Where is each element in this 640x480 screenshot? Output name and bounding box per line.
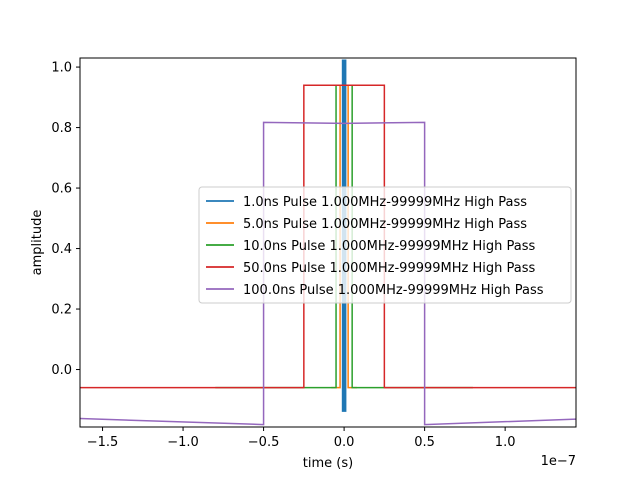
legend-entry-label: 1.0ns Pulse 1.000MHz-99999MHz High Pass: [243, 195, 527, 210]
x-axis: −1.5 −1.0 −0.5 0.0 0.5 1.0: [87, 427, 516, 450]
legend-box: [198, 186, 572, 304]
y-axis-label: amplitude: [30, 210, 45, 276]
x-tick-label: 0.5: [414, 435, 435, 450]
y-tick-label: 0.2: [51, 303, 72, 318]
x-tick-label: 0.0: [334, 435, 355, 450]
x-axis-label: time (s): [303, 456, 353, 471]
y-axis: 0.0 0.2 0.4 0.6 0.8 1.0: [51, 61, 80, 378]
legend-entry-label: 100.0ns Pulse 1.000MHz-99999MHz High Pas…: [243, 283, 544, 298]
x-axis-offset-label: 1e−7: [541, 454, 576, 469]
y-tick-label: 0.6: [51, 182, 72, 197]
y-tick-label: 0.4: [51, 242, 72, 257]
x-tick-label: −1.5: [87, 435, 119, 450]
legend: 1.0ns Pulse 1.000MHz-99999MHz High Pass 5…: [198, 186, 572, 304]
series-line-5: [80, 121, 576, 426]
plot-frame: [79, 57, 577, 428]
legend-entry-label: 5.0ns Pulse 1.000MHz-99999MHz High Pass: [243, 217, 527, 232]
x-tick-label: −0.5: [248, 435, 280, 450]
legend-entry-label: 10.0ns Pulse 1.000MHz-99999MHz High Pass: [243, 239, 535, 254]
legend-entry-label: 50.0ns Pulse 1.000MHz-99999MHz High Pass: [243, 261, 535, 276]
y-tick-label: 0.0: [51, 363, 72, 378]
y-tick-label: 1.0: [51, 61, 72, 76]
series-line-4: [80, 84, 576, 389]
y-tick-label: 0.8: [51, 121, 72, 136]
x-tick-label: 1.0: [495, 435, 516, 450]
x-tick-label: −1.0: [167, 435, 199, 450]
